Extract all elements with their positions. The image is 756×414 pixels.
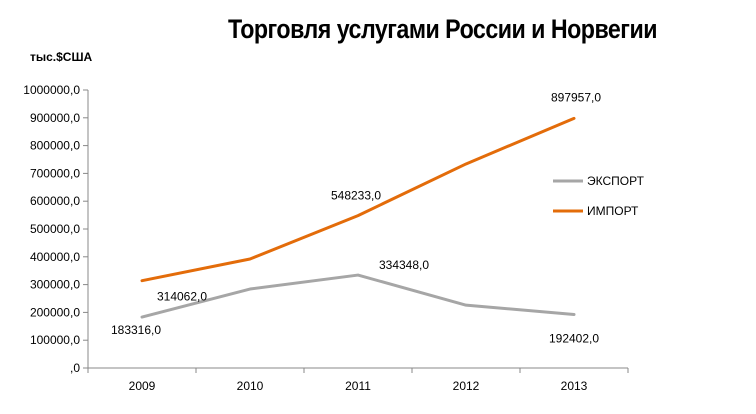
y-tick-label: 100000,0: [30, 333, 80, 347]
x-tick-label: 2009: [129, 379, 156, 393]
y-axis-unit-label: тыс.$США: [30, 50, 93, 64]
y-tick-label: 600000,0: [30, 194, 80, 208]
y-tick-label: 700000,0: [30, 166, 80, 180]
legend: ЭКСПОРТ ИМПОРТ: [553, 174, 645, 218]
y-tick-label: 900000,0: [30, 111, 80, 125]
data-label: 548233,0: [331, 189, 381, 203]
y-tick-label: 400000,0: [30, 250, 80, 264]
data-label: 897957,0: [551, 90, 601, 104]
y-tick-label: 1000000,0: [23, 83, 80, 97]
data-label: 183316,0: [111, 323, 161, 337]
x-tick-label: 2011: [345, 379, 371, 393]
y-tick-label: 500000,0: [30, 222, 80, 236]
series-lines: [140, 116, 576, 319]
y-tick-label: ,0: [70, 361, 80, 375]
series-line-import: [140, 116, 576, 283]
x-tick-label: 2013: [561, 379, 588, 393]
y-tick-label: 800000,0: [30, 139, 80, 153]
data-label: 334348,0: [379, 258, 429, 272]
series-line-export: [140, 273, 576, 319]
x-tick-label: 2012: [453, 379, 480, 393]
y-tick-label: 300000,0: [30, 278, 80, 292]
data-label: 314062,0: [157, 290, 207, 304]
legend-label: ИМПОРТ: [587, 204, 639, 218]
axes: [83, 89, 629, 373]
data-labels: 183316,0 334348,0 192402,0 314062,0 548233,0…: [111, 90, 601, 345]
chart-title: Торговля услугами России и Норвегии: [228, 14, 657, 44]
data-label: 192402,0: [549, 332, 599, 346]
x-tick-label: 2010: [237, 379, 264, 393]
y-tick-label: 200000,0: [30, 305, 80, 319]
tick-labels: 1000000,0 900000,0 800000,0 700000,0 600000,…: [23, 83, 587, 393]
legend-label: ЭКСПОРТ: [587, 174, 645, 188]
